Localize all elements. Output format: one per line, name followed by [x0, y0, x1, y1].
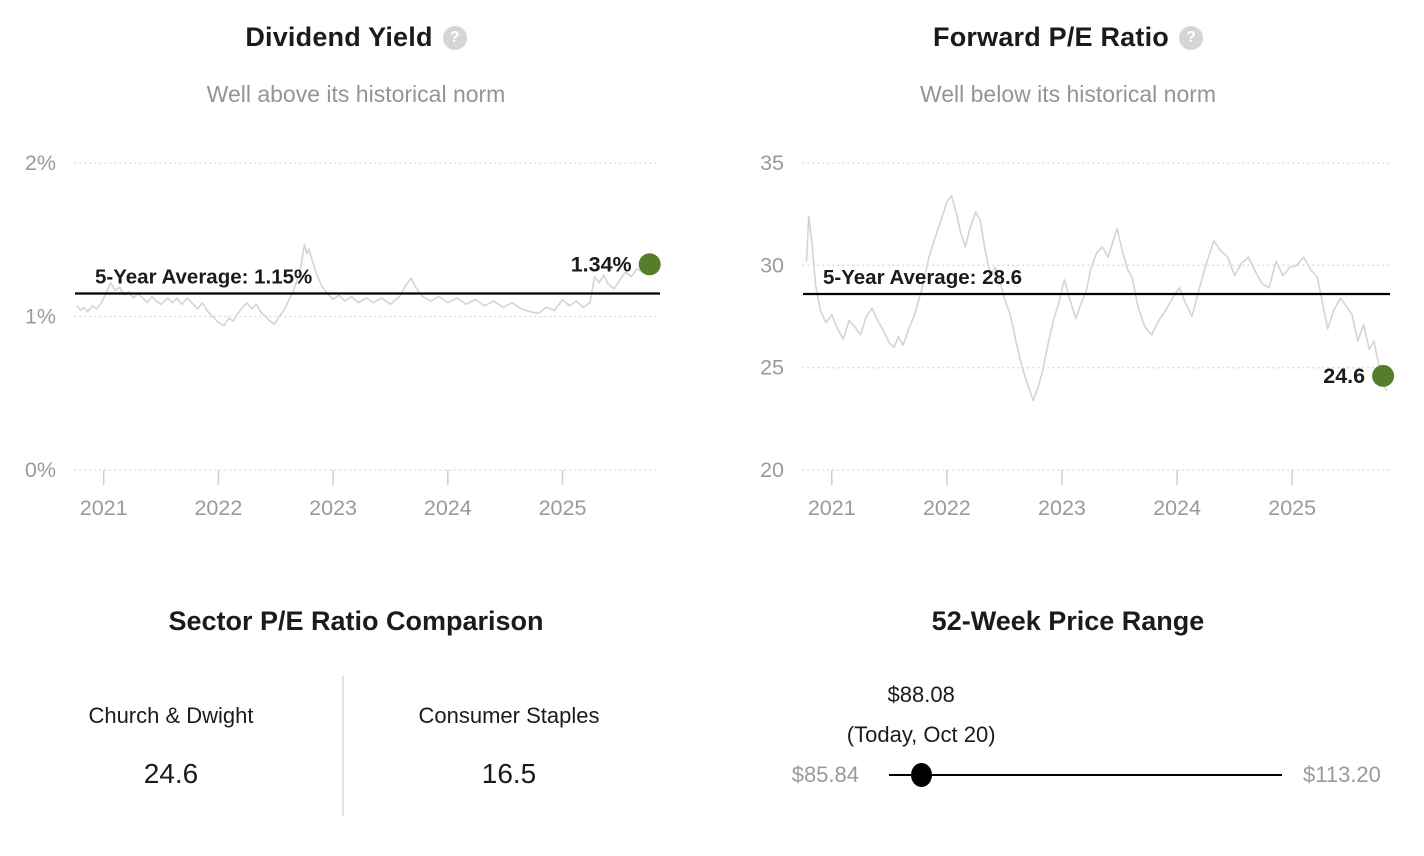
series-line — [76, 243, 651, 327]
forward-pe-subtitle: Well below its historical norm — [919, 81, 1217, 107]
dividend-yield-panel: Dividend Yield ? Well above its historic… — [0, 0, 712, 570]
sector-name: Consumer Staples — [418, 703, 600, 728]
company-pe-value: 24.6 — [143, 758, 199, 789]
current-value-dot — [638, 253, 661, 276]
dividend-yield-title: Dividend Yield — [245, 22, 433, 52]
x-axis-tick-label: 2022 — [194, 496, 242, 520]
forward-pe-title: Forward P/E Ratio — [933, 22, 1169, 52]
dividend-yield-chart: 0% 1% 2% 2021 2022 2023 2024 2025 5-Year Average… — [25, 151, 661, 520]
x-axis-tick-label: 2023 — [1038, 496, 1086, 520]
current-value-label: 24.6 — [1323, 364, 1365, 388]
dividend-yield-subtitle: Well above its historical norm — [206, 81, 506, 107]
y-axis-tick-label: 0% — [25, 458, 56, 482]
sector-pe-value: 16.5 — [481, 758, 537, 789]
current-price-date: (Today, Oct 20) — [846, 722, 996, 747]
dividend-yield-title-row: Dividend Yield ? — [0, 22, 712, 53]
sector-pe-comparison-title: Sector P/E Ratio Comparison — [168, 606, 544, 636]
y-axis-tick-label: 1% — [25, 305, 56, 329]
forward-pe-title-row: Forward P/E Ratio ? — [712, 22, 1424, 53]
price-marker-dot — [910, 763, 932, 787]
vertical-divider — [342, 676, 344, 816]
average-label: 5-Year Average: 28.6 — [823, 266, 1022, 289]
x-axis-tick-label: 2022 — [923, 496, 971, 520]
y-axis-tick-label: 20 — [760, 458, 784, 482]
series-line — [805, 194, 1388, 402]
x-axis-tick-label: 2023 — [309, 496, 357, 520]
x-axis-tick-label: 2021 — [808, 496, 856, 520]
question-mark-icon[interactable]: ? — [442, 25, 467, 50]
x-axis-tick-label: 2024 — [424, 496, 472, 520]
price-range-title: 52-Week Price Range — [931, 606, 1205, 636]
range-low-label: $85.84 — [791, 762, 859, 787]
x-axis-tick-label: 2025 — [539, 496, 587, 520]
x-axis-tick-label: 2024 — [1153, 496, 1201, 520]
current-value-label: 1.34% — [571, 252, 632, 276]
current-value-dot — [1372, 364, 1395, 387]
price-range-track — [889, 774, 1282, 776]
question-mark-icon[interactable]: ? — [1178, 25, 1203, 50]
current-price: $88.08 — [887, 682, 955, 707]
x-axis-tick-label: 2025 — [1268, 496, 1316, 520]
price-range-panel: 52-Week Price Range $88.08 (Today, Oct 2… — [712, 570, 1424, 856]
average-label: 5-Year Average: 1.15% — [95, 265, 312, 288]
x-axis-tick-label: 2021 — [80, 496, 128, 520]
y-axis-tick-label: 25 — [760, 356, 784, 380]
sector-pe-comparison-panel: Sector P/E Ratio Comparison Church & Dwi… — [0, 570, 712, 856]
forward-pe-panel: Forward P/E Ratio ? Well below its histo… — [712, 0, 1424, 570]
y-axis-tick-label: 35 — [760, 151, 784, 175]
range-high-label: $113.20 — [1303, 762, 1381, 787]
y-axis-tick-label: 2% — [25, 151, 56, 175]
company-name: Church & Dwight — [88, 703, 254, 728]
y-axis-tick-label: 30 — [760, 253, 784, 277]
